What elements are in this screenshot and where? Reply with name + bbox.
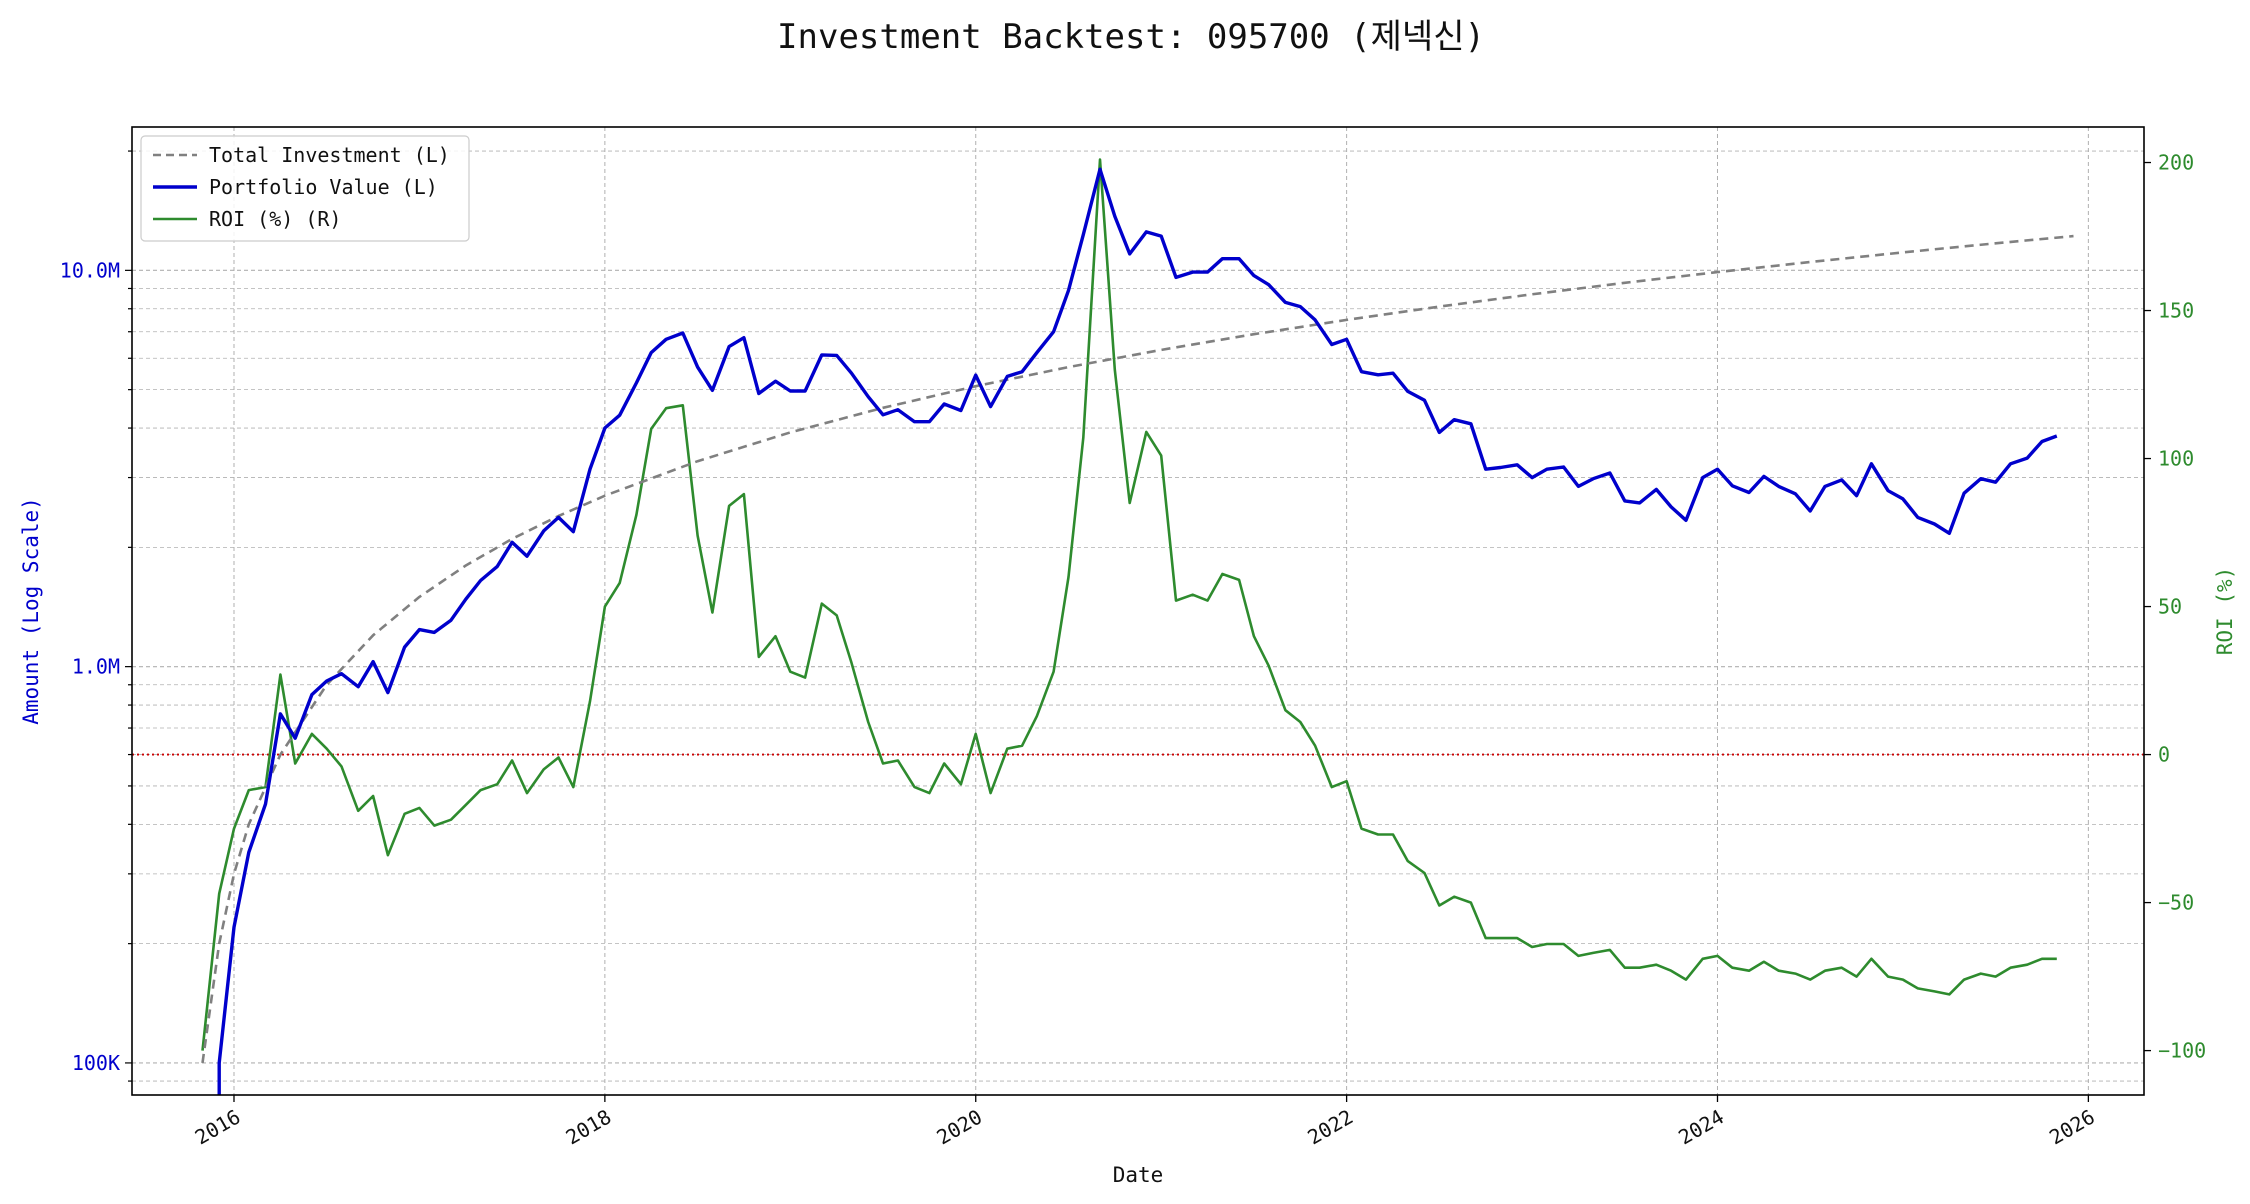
x-tick-label: 2018 [562, 1105, 616, 1150]
series-layer [201, 158, 2074, 1095]
y-left-axis: 100K 1.0M 10.0M [60, 150, 132, 1082]
x-tick-label: 2026 [2045, 1105, 2099, 1150]
y-right-tick-label: 50 [2158, 595, 2182, 619]
legend-box [140, 135, 470, 242]
y-right-tick-label: 100 [2158, 447, 2194, 471]
legend-label-roi: ROI (%) (R) [209, 207, 341, 231]
legend-label-total-investment: Total Investment (L) [209, 143, 450, 167]
x-axis: 2016 2018 2020 2022 2024 2026 [191, 1095, 2099, 1149]
y-left-tick-label: 10.0M [60, 258, 120, 282]
x-axis-label: Date [1113, 1163, 1164, 1187]
y-right-tick-label: 0 [2158, 743, 2170, 767]
grid-layer [132, 127, 2144, 1095]
series-roi [201, 158, 2057, 1051]
series-total-investment [201, 234, 2074, 1064]
y-right-axis-label: ROI (%) [2213, 567, 2237, 656]
legend: Total Investment (L) Portfolio Value (L)… [140, 135, 470, 242]
x-tick-label: 2016 [191, 1105, 245, 1150]
y-right-axis: −100 −50 0 50 100 150 200 [2144, 151, 2206, 1063]
y-left-tick-label: 1.0M [72, 655, 120, 679]
plot-frame [131, 126, 2145, 1096]
y-left-tick-label: 100K [72, 1051, 120, 1075]
x-tick-label: 2020 [933, 1105, 987, 1150]
y-right-tick-label: −50 [2158, 891, 2194, 915]
chart-title: Investment Backtest: 095700 (제넥신) [777, 17, 1485, 57]
x-tick-label: 2024 [1674, 1105, 1728, 1150]
y-right-tick-label: 200 [2158, 151, 2194, 175]
x-tick-label: 2022 [1303, 1105, 1357, 1150]
y-right-tick-label: 150 [2158, 299, 2194, 323]
y-right-tick-label: −100 [2158, 1039, 2206, 1063]
legend-label-portfolio-value: Portfolio Value (L) [209, 175, 438, 199]
series-portfolio-value [217, 167, 2058, 1095]
y-left-axis-label: Amount (Log Scale) [19, 497, 43, 725]
